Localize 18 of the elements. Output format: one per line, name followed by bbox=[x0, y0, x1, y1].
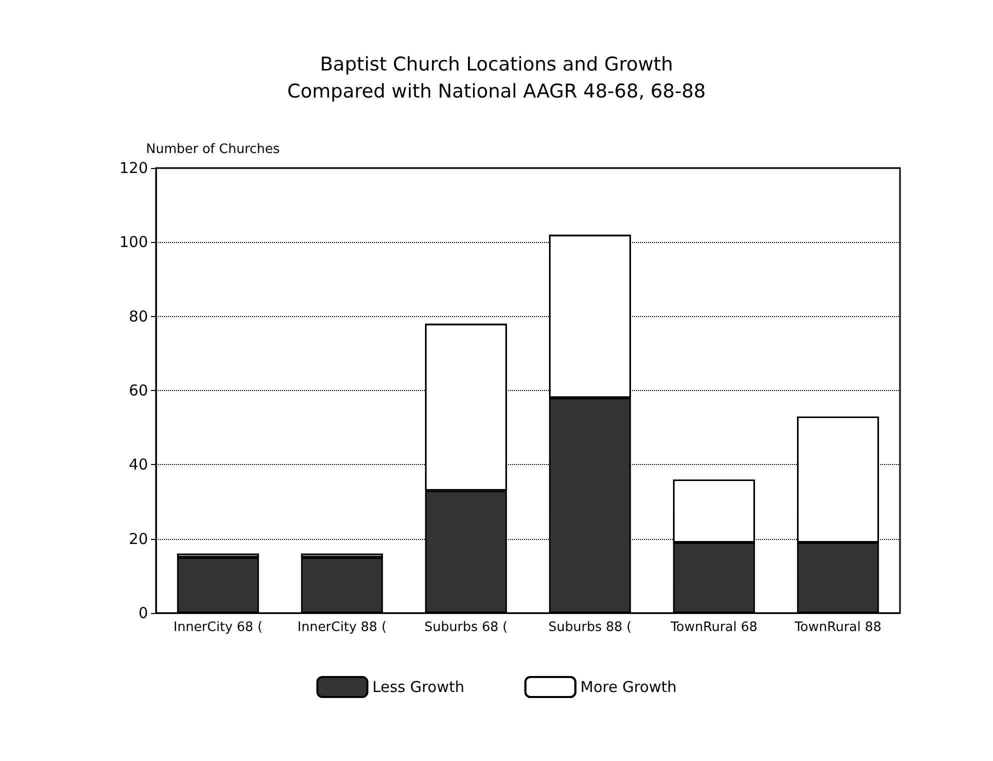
x-tick-label: TownRural 68 bbox=[670, 620, 758, 635]
x-tick-label: InnerCity 88 ( bbox=[297, 620, 387, 635]
y-tick-label: 20 bbox=[128, 530, 148, 548]
y-tick-label: 40 bbox=[128, 456, 148, 474]
chart-title: Baptist Church Locations and Growth bbox=[320, 54, 673, 76]
x-tick-label: Suburbs 88 ( bbox=[548, 620, 632, 635]
x-tick-label: TownRural 88 bbox=[794, 620, 882, 635]
legend-label: Less Growth bbox=[372, 678, 464, 696]
y-tick-label: 120 bbox=[119, 159, 148, 177]
legend-label: More Growth bbox=[580, 678, 677, 696]
x-tick-label: Suburbs 68 ( bbox=[424, 620, 508, 635]
y-tick-label: 0 bbox=[138, 604, 148, 622]
chart-subtitle: Compared with National AAGR 48-68, 68-88 bbox=[287, 80, 706, 102]
x-tick-label: InnerCity 68 ( bbox=[173, 620, 263, 635]
y-tick-label: 60 bbox=[128, 382, 148, 400]
y-tick-label: 80 bbox=[128, 307, 148, 326]
y-tick-label: 100 bbox=[119, 233, 148, 252]
y-axis-title: Number of Churches bbox=[146, 142, 280, 157]
